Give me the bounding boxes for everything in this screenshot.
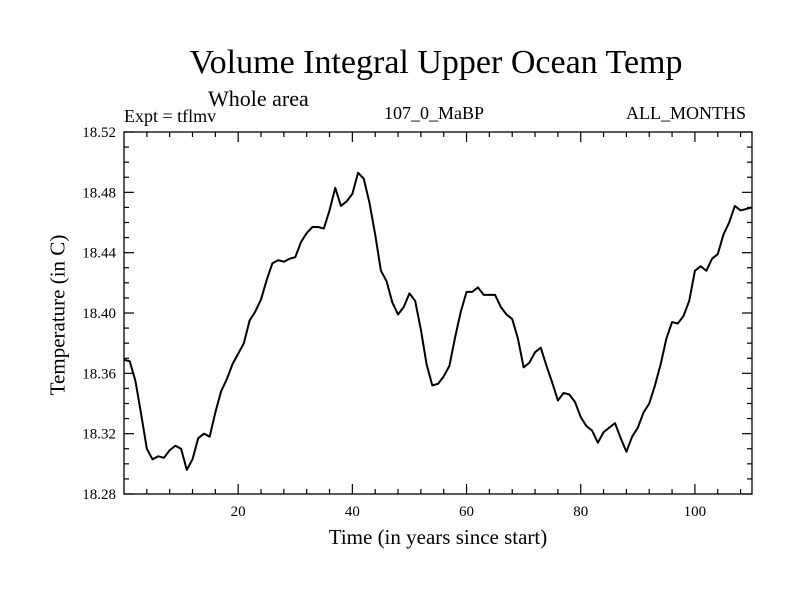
y-tick-label: 18.52	[82, 125, 116, 141]
months-label: ALL_MONTHS	[626, 103, 746, 123]
y-tick-label: 18.40	[82, 306, 116, 322]
y-tick-label: 18.28	[82, 487, 116, 503]
x-tick-label: 60	[459, 504, 474, 520]
plot-frame	[123, 131, 753, 495]
x-tick-label: 100	[684, 504, 707, 520]
period-label: 107_0_MaBP	[384, 103, 485, 123]
x-tick-label: 80	[573, 504, 588, 520]
experiment-label: Expt = tflmv	[124, 106, 217, 126]
series-line	[123, 171, 753, 471]
chart-subtitle: Whole area	[208, 86, 309, 111]
x-tick-label: 40	[345, 504, 360, 520]
x-tick-label: 20	[231, 504, 246, 520]
x-axis-label: Time (in years since start)	[328, 525, 548, 549]
y-tick-label: 18.36	[82, 366, 116, 382]
y-tick-label: 18.32	[82, 427, 116, 443]
y-tick-label: 18.44	[82, 246, 116, 262]
y-tick-label: 18.48	[82, 185, 116, 201]
chart-title: Volume Integral Upper Ocean Temp	[189, 44, 683, 81]
